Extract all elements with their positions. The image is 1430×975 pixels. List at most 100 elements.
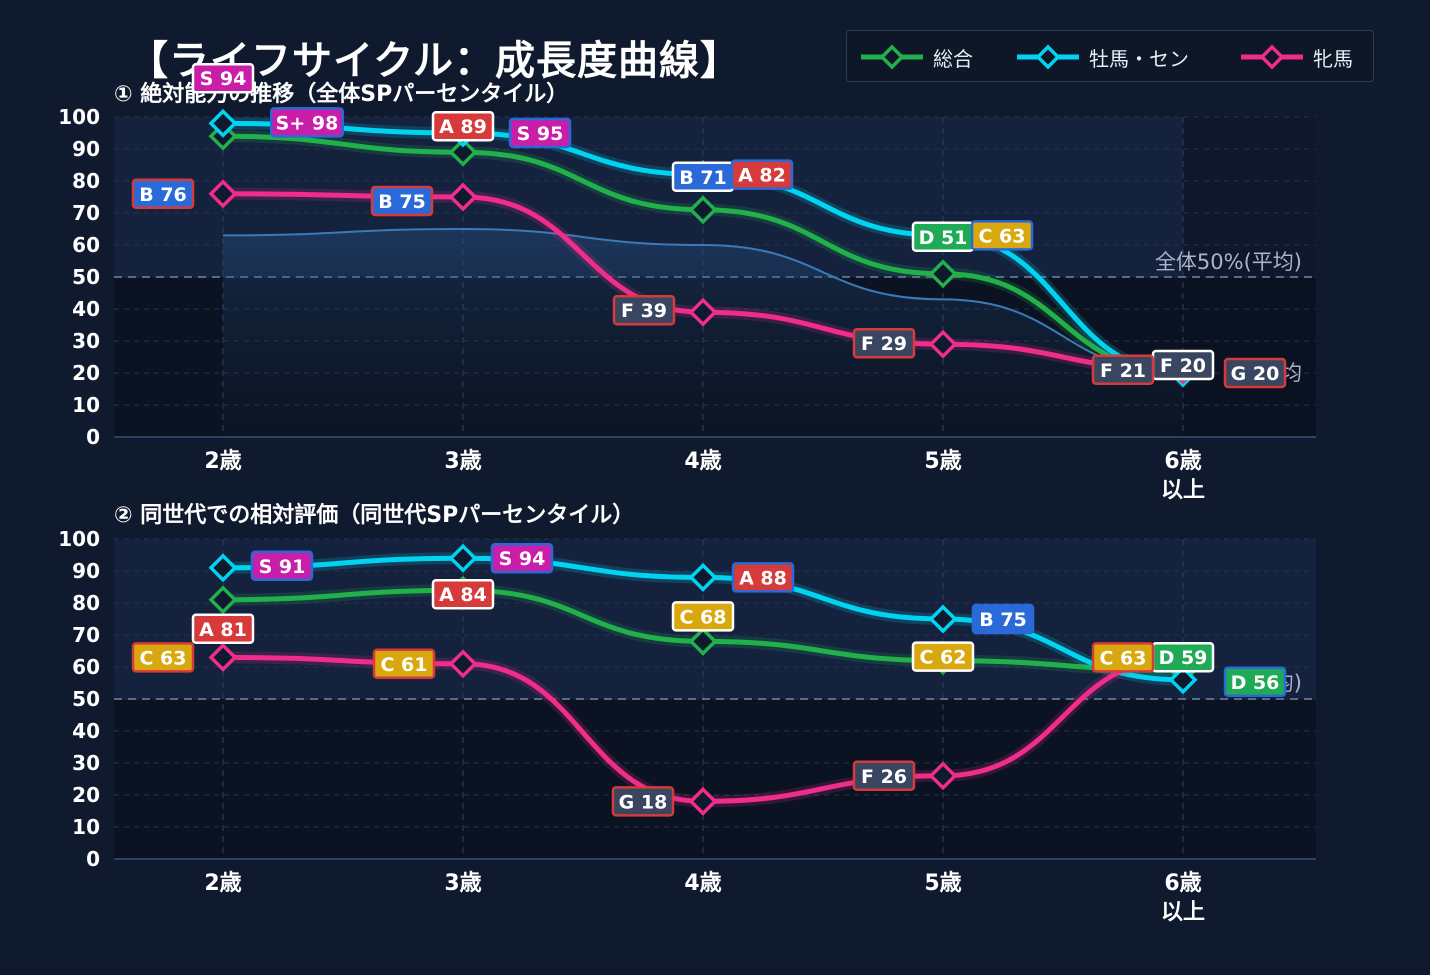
data-label: S 95: [508, 117, 572, 149]
data-point: [688, 562, 718, 592]
data-label-box: [431, 110, 495, 142]
legend-swatch-total: [861, 44, 923, 70]
data-point: [928, 329, 958, 359]
data-label-text: A 88: [739, 567, 787, 589]
data-label-box: [250, 550, 314, 582]
lower-region: [114, 699, 1316, 859]
data-label: C 63: [131, 642, 195, 673]
data-label-text: F 21: [1100, 360, 1146, 382]
data-label: F 26: [852, 760, 916, 792]
data-label-text: A 81: [199, 619, 247, 641]
y-tick-label: 100: [58, 105, 100, 129]
data-label-text: C 63: [1100, 647, 1147, 669]
data-label-box: [1223, 666, 1287, 698]
data-label: C 68: [671, 601, 735, 632]
data-label-text: S 95: [517, 123, 564, 145]
x-tick-label: 以上: [1161, 478, 1205, 503]
data-point: [928, 259, 958, 289]
y-tick-label: 50: [72, 265, 100, 289]
data-label: G 20: [1223, 357, 1287, 389]
x-tick-label: 5歳: [924, 871, 961, 896]
data-point: [208, 642, 238, 672]
data-label: G 18: [611, 786, 675, 817]
data-label: S 94: [191, 62, 255, 94]
data-point: [1168, 665, 1198, 695]
data-label: A 82: [730, 159, 794, 190]
y-tick-label: 90: [72, 559, 100, 583]
data-label-box: [852, 327, 916, 359]
x-tick-label: 2歳: [204, 871, 241, 896]
y-tick-label: 20: [72, 361, 100, 385]
y-tick-label: 70: [72, 623, 100, 647]
data-label: F 39: [612, 294, 676, 326]
x-tick-label: 4歳: [684, 871, 721, 896]
data-label-text: B 75: [378, 191, 426, 213]
y-tick-label: 80: [72, 591, 100, 615]
data-label-text: S 91: [259, 556, 306, 578]
data-point: [928, 761, 958, 791]
data-label: S+ 98: [270, 107, 344, 138]
data-label: F 29: [852, 327, 916, 359]
data-label-box: [611, 786, 675, 817]
data-point: [208, 553, 238, 583]
chart-panel-1: 0 10 20 30 40 50 60 70 80 90 100 全体50%(平均) ① 絶対能力の推移…: [58, 62, 1316, 503]
data-label-text: C 63: [140, 647, 187, 669]
data-point: [208, 179, 238, 209]
band-line: [222, 227, 1184, 374]
data-label-text: C 61: [381, 654, 428, 676]
data-label-text: G 18: [619, 791, 668, 813]
data-label: C 63: [970, 220, 1034, 251]
data-label: A 88: [731, 562, 795, 593]
data-label-box: [131, 178, 195, 210]
data-label-text: D 59: [1159, 647, 1208, 669]
data-label-box: [970, 220, 1034, 251]
data-label-box: [431, 578, 495, 610]
legend-label-total: 総合: [933, 47, 973, 71]
data-label-text: F 20: [1160, 355, 1206, 377]
data-label-box: [131, 642, 195, 673]
data-label-box: [1223, 357, 1287, 389]
legend: 総合 牡馬・セン 牝馬: [846, 30, 1374, 82]
data-label-text: A 89: [439, 116, 487, 138]
data-label-box: [370, 185, 434, 217]
data-label: A 84: [431, 578, 495, 610]
data-label-text: A 84: [439, 584, 487, 606]
y-tick-label: 60: [72, 655, 100, 679]
data-point: [928, 604, 958, 634]
data-label-box: [730, 159, 794, 190]
data-label: C 62: [911, 641, 975, 672]
y-tick-label: 30: [72, 329, 100, 353]
data-point: [448, 649, 478, 679]
y-tick-label: 60: [72, 233, 100, 257]
data-point: [448, 543, 478, 573]
y-tick-label: 10: [72, 815, 100, 839]
data-point: [688, 786, 718, 816]
data-label-text: D 56: [1231, 672, 1280, 694]
data-label-box: [191, 62, 255, 94]
y-tick-label: 20: [72, 783, 100, 807]
y-tick-label: 80: [72, 169, 100, 193]
data-label: B 75: [370, 185, 434, 217]
x-tick-label: 4歳: [684, 449, 721, 474]
data-label: D 51: [911, 221, 975, 253]
y-tick-label: 40: [72, 297, 100, 321]
data-label-text: B 76: [139, 184, 187, 206]
data-point: [688, 195, 718, 225]
x-tick-label: 以上: [1161, 900, 1205, 925]
data-label-text: D 51: [919, 227, 968, 249]
band-area: [223, 229, 1183, 437]
x-tick-label: 3歳: [444, 449, 481, 474]
data-label-box: [671, 601, 735, 632]
data-label-text: F 39: [621, 300, 667, 322]
data-label: B 71: [671, 161, 735, 193]
data-label-text: F 26: [861, 766, 907, 788]
x-tick-label: 3歳: [444, 871, 481, 896]
y-tick-label: 40: [72, 719, 100, 743]
data-label-text: S 94: [200, 68, 247, 90]
y-tick-label: 30: [72, 751, 100, 775]
data-label-text: S+ 98: [276, 112, 339, 134]
data-label-text: C 62: [920, 647, 967, 669]
x-tick-label: 6歳: [1164, 871, 1201, 896]
y-tick-label: 90: [72, 137, 100, 161]
